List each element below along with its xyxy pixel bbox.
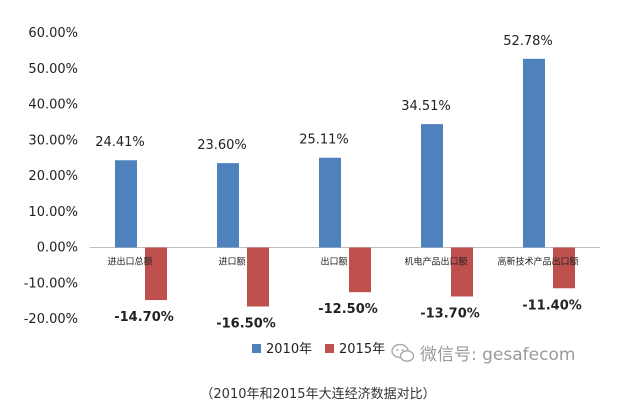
data-label: 23.60% [197, 138, 247, 153]
figure-caption: （2010年和2015年大连经济数据对比） [200, 387, 436, 402]
bar-series2 [553, 247, 575, 289]
legend-swatch [252, 344, 261, 353]
category-label: 出口额 [320, 256, 347, 268]
wechat-icon [391, 343, 415, 362]
bar-series2 [349, 247, 371, 293]
category-labels: 进出口总额 进口额 出口额 机电产品出口额 高新技术产品出口额 [107, 256, 578, 268]
data-label: -13.70% [420, 306, 480, 321]
y-tick-label: 10.00% [28, 205, 78, 220]
data-label: -12.50% [318, 302, 378, 317]
bar-series1 [217, 163, 239, 248]
data-label: 24.41% [95, 135, 145, 150]
data-labels: 24.41% -14.70% 23.60% -16.50% 25.11% -12.50% 3… [95, 34, 582, 332]
category-label: 进口额 [218, 256, 245, 268]
legend-label: 2010年 [266, 342, 312, 357]
bar-series2 [451, 247, 473, 297]
data-label: 25.11% [299, 133, 349, 148]
y-tick-label: 40.00% [28, 98, 78, 113]
bar-series2 [247, 247, 269, 307]
category-label: 进出口总额 [107, 256, 152, 268]
y-tick-label: -20.00% [24, 312, 78, 327]
bar-series2 [145, 247, 167, 301]
watermark: 微信号: gesafecom [391, 343, 575, 365]
bar-series1 [115, 160, 137, 248]
data-label: 52.78% [503, 34, 553, 49]
y-tick-label: 20.00% [28, 169, 78, 184]
y-tick-label: 0.00% [37, 241, 78, 256]
y-axis: 60.00% 50.00% 40.00% 30.00% 20.00% 10.00% 0.00… [24, 26, 600, 327]
y-tick-label: -10.00% [24, 276, 78, 291]
bars [115, 58, 575, 307]
y-tick-label: 60.00% [28, 26, 78, 41]
watermark-text: 微信号: gesafecom [420, 345, 575, 365]
legend-swatch [325, 344, 334, 353]
y-tick-label: 50.00% [28, 62, 78, 77]
y-tick-label: 30.00% [28, 133, 78, 148]
bar-series1 [523, 58, 545, 248]
data-label: -14.70% [114, 310, 174, 325]
legend-label: 2015年 [339, 342, 385, 357]
bar-series1 [319, 157, 341, 248]
data-label: -11.40% [522, 298, 582, 313]
legend: 2010年 2015年 [252, 342, 385, 357]
category-label: 机电产品出口额 [404, 256, 467, 268]
category-label: 高新技术产品出口额 [497, 256, 578, 268]
data-label: 34.51% [401, 99, 451, 114]
bar-series1 [421, 124, 443, 248]
data-label: -16.50% [216, 316, 276, 331]
